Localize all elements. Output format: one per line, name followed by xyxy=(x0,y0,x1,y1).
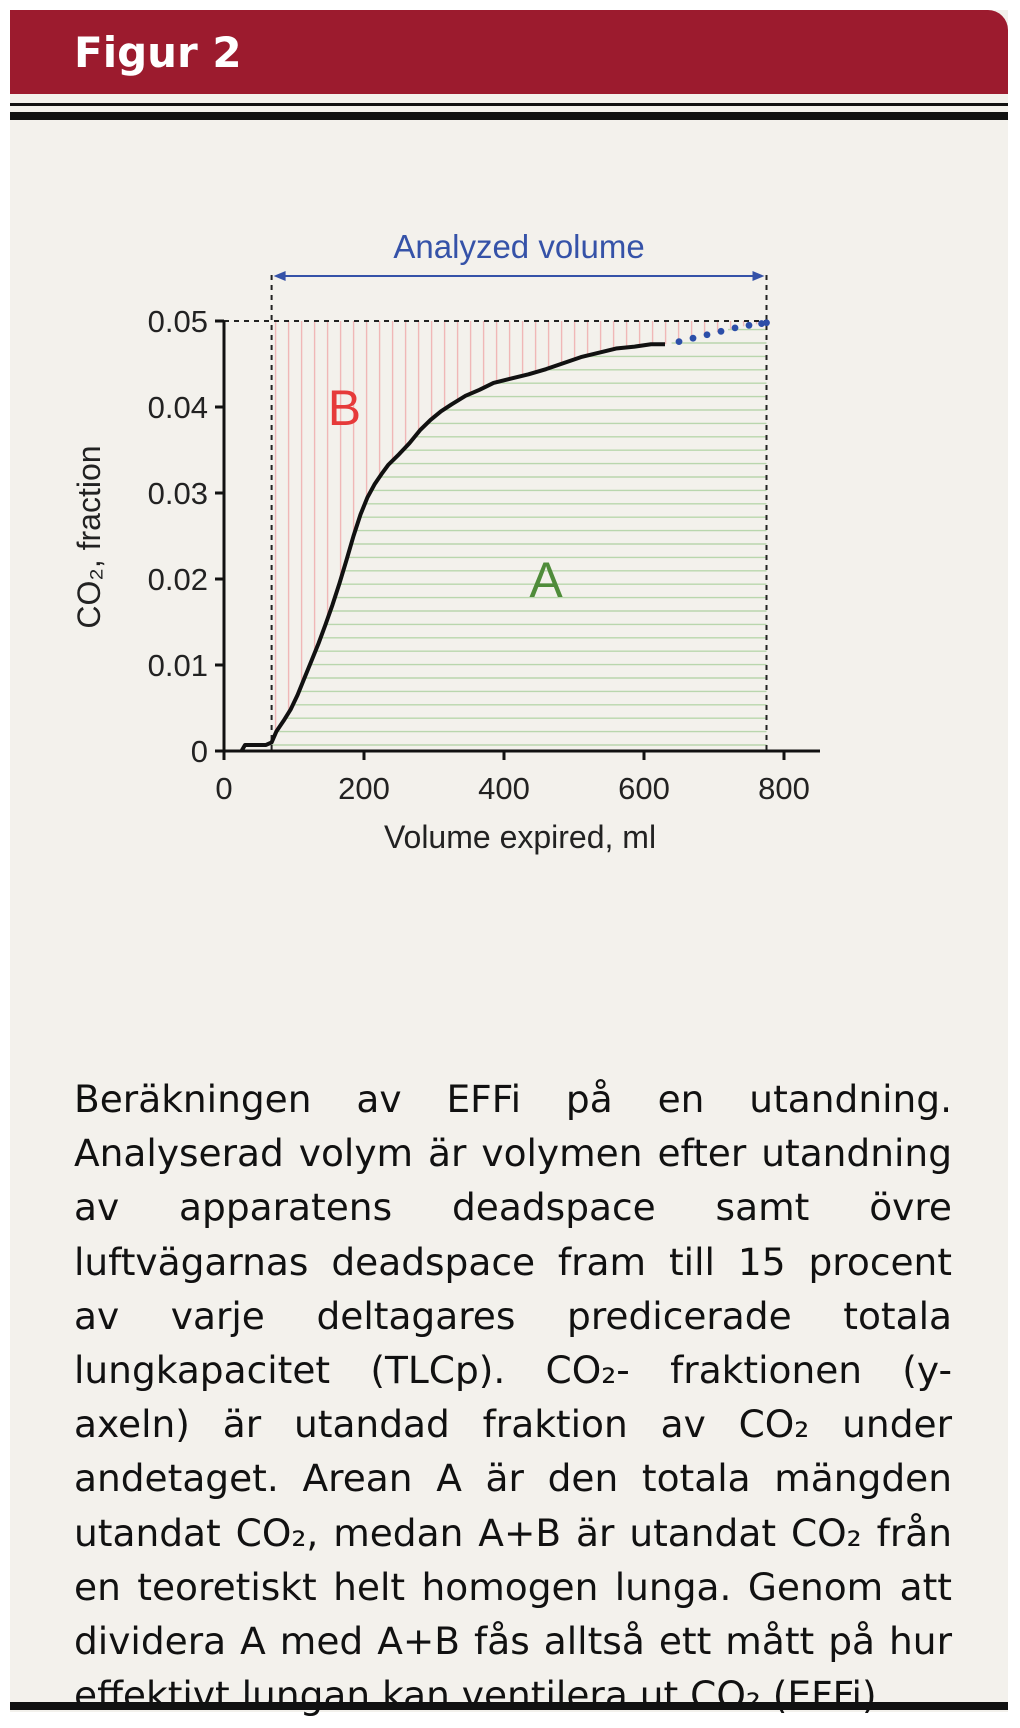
extrapolation-dot xyxy=(689,334,697,342)
area-a-label: A xyxy=(529,552,563,608)
arrow-right-head xyxy=(752,271,765,281)
x-tick-label: 400 xyxy=(478,771,530,806)
area-b-label: B xyxy=(328,380,361,436)
figure-panel: Figur 2 Analyzed volume 0 200 400 600 800 0 0.0… xyxy=(10,10,1008,1717)
header-rule-thin xyxy=(10,103,1008,106)
x-tick-label: 800 xyxy=(758,771,810,806)
extrapolation-dot xyxy=(731,324,739,332)
y-tick-label: 0.02 xyxy=(148,562,208,597)
analyzed-volume-label: Analyzed volume xyxy=(393,228,644,265)
y-tick-label: 0.03 xyxy=(148,476,208,511)
x-tick-label: 200 xyxy=(338,771,390,806)
x-tick-label: 0 xyxy=(215,771,232,806)
arrow-left-head xyxy=(273,271,286,281)
measured-curve xyxy=(239,342,665,753)
figure-title: Figur 2 xyxy=(74,28,242,77)
extrapolation-dot xyxy=(717,327,725,335)
figure-caption: Beräkningen av EFFi på en utandning. Ana… xyxy=(74,1077,952,1718)
co2-chart: Analyzed volume 0 200 400 600 800 0 0.01 0.02 0.0… xyxy=(71,228,820,855)
y-tick-label: 0 xyxy=(191,734,208,769)
extrapolation-dot xyxy=(745,321,753,329)
y-tick-label: 0.04 xyxy=(148,390,208,425)
figure-header: Figur 2 xyxy=(10,10,1008,94)
y-axis-title: CO₂, fraction xyxy=(71,445,107,628)
x-axis-title: Volume expired, ml xyxy=(384,819,656,855)
x-tick-label: 600 xyxy=(618,771,670,806)
header-rule-thick xyxy=(10,112,1008,120)
extrapolation-dot xyxy=(703,331,711,339)
extrapolation-dot xyxy=(763,319,770,327)
footer-rule xyxy=(10,1702,1008,1710)
y-tick-label: 0.01 xyxy=(148,648,208,683)
y-tick-label: 0.05 xyxy=(148,304,208,339)
extrapolation-dot xyxy=(675,338,683,346)
